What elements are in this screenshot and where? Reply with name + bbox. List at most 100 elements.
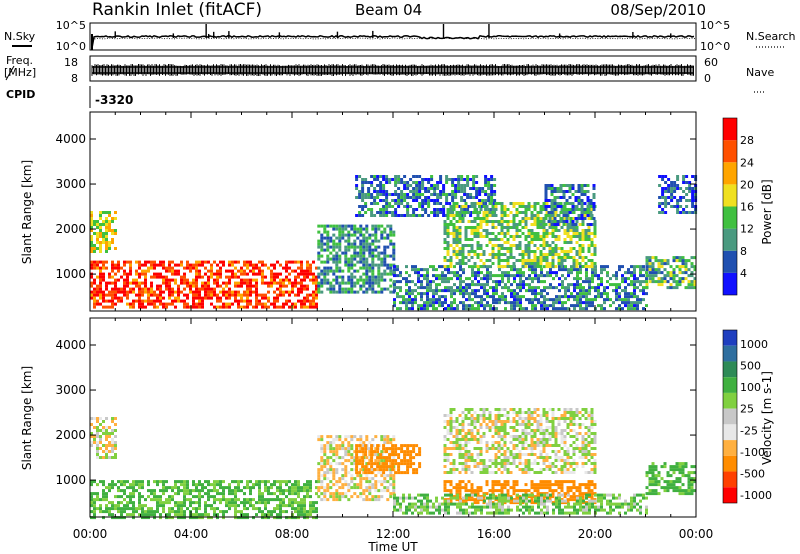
power-colorbar-swatch bbox=[723, 140, 737, 163]
power-cell bbox=[536, 223, 540, 226]
power-cell bbox=[621, 280, 624, 284]
power-cell bbox=[553, 199, 557, 202]
power-cell bbox=[438, 283, 441, 287]
power-cell bbox=[338, 281, 342, 285]
velocity-cell bbox=[362, 498, 366, 502]
velocity-cell bbox=[120, 513, 123, 517]
power-cell bbox=[561, 280, 564, 284]
power-cell bbox=[393, 268, 396, 272]
power-cell bbox=[521, 250, 525, 253]
power-cell bbox=[594, 298, 597, 302]
power-cell bbox=[320, 254, 324, 258]
velocity-cell bbox=[180, 483, 183, 487]
power-cell bbox=[186, 293, 189, 297]
power-cell bbox=[320, 269, 324, 273]
velocity-cell bbox=[320, 465, 324, 469]
power-cell bbox=[600, 265, 603, 269]
power-cell bbox=[374, 281, 378, 285]
power-cell bbox=[548, 265, 552, 268]
power-cell bbox=[636, 286, 639, 290]
velocity-cell bbox=[306, 492, 309, 496]
power-cell bbox=[547, 184, 551, 187]
nsky-tick-bottom: 10^0 bbox=[56, 40, 86, 53]
power-cell bbox=[489, 265, 492, 269]
power-cell bbox=[168, 302, 171, 306]
velocity-cell bbox=[225, 504, 228, 508]
power-cell bbox=[228, 278, 231, 282]
power-cell bbox=[120, 296, 123, 300]
velocity-cell bbox=[264, 483, 267, 487]
power-cell bbox=[600, 271, 603, 275]
velocity-cell bbox=[147, 480, 150, 484]
power-cell bbox=[539, 238, 543, 241]
power-cell bbox=[504, 286, 507, 290]
power-cell bbox=[361, 199, 365, 202]
velocity-cell bbox=[228, 507, 231, 511]
power-cell bbox=[555, 274, 558, 278]
velocity-cell bbox=[303, 516, 306, 520]
power-cell bbox=[96, 263, 99, 267]
power-cell bbox=[569, 250, 573, 253]
power-cell bbox=[477, 274, 480, 278]
power-cell bbox=[630, 301, 633, 305]
power-cell bbox=[542, 217, 546, 220]
velocity-cell bbox=[329, 435, 333, 439]
power-cell bbox=[108, 272, 111, 276]
power-cell bbox=[347, 257, 351, 261]
power-cell bbox=[99, 217, 102, 220]
power-cell bbox=[376, 202, 380, 205]
power-cell bbox=[533, 235, 537, 238]
velocity-cell bbox=[329, 444, 333, 448]
power-cell bbox=[386, 254, 390, 258]
velocity-cell bbox=[183, 501, 186, 505]
power-cell bbox=[559, 211, 563, 214]
velocity-cell bbox=[353, 483, 357, 487]
power-cell bbox=[554, 235, 558, 238]
power-cell bbox=[537, 280, 540, 284]
velocity-cell bbox=[111, 516, 114, 520]
power-cell bbox=[412, 190, 416, 193]
velocity-cell bbox=[362, 492, 366, 496]
velocity-cell bbox=[186, 498, 189, 502]
power-cell bbox=[418, 187, 422, 190]
power-cell bbox=[566, 232, 570, 235]
power-cell bbox=[255, 290, 258, 294]
power-cell bbox=[231, 269, 234, 273]
power-cell bbox=[258, 293, 261, 297]
power-cell bbox=[361, 178, 365, 181]
power-cell bbox=[482, 229, 486, 232]
power-cell bbox=[335, 278, 339, 282]
power-cell bbox=[490, 202, 494, 205]
power-cell bbox=[382, 190, 386, 193]
power-cell bbox=[524, 208, 528, 211]
power-cell bbox=[465, 289, 468, 293]
power-cell bbox=[501, 295, 504, 299]
power-cell bbox=[219, 305, 222, 309]
power-cell bbox=[547, 211, 551, 214]
velocity-cell bbox=[252, 483, 255, 487]
velocity-cell bbox=[374, 480, 378, 484]
velocity-cell bbox=[132, 483, 135, 487]
power-cell bbox=[365, 245, 369, 249]
power-cell bbox=[189, 284, 192, 288]
velocity-cell bbox=[362, 468, 366, 472]
power-cell bbox=[207, 281, 210, 285]
velocity-cell bbox=[111, 441, 114, 444]
power-cell bbox=[556, 220, 560, 223]
power-cell bbox=[485, 229, 489, 232]
power-cell bbox=[273, 302, 276, 306]
power-cell bbox=[506, 220, 510, 223]
velocity-cell bbox=[129, 501, 132, 505]
velocity-cell bbox=[108, 444, 111, 447]
power-cell bbox=[531, 280, 534, 284]
power-cell bbox=[403, 205, 407, 208]
velocity-cell bbox=[93, 504, 96, 508]
power-cell bbox=[270, 269, 273, 273]
power-cell bbox=[456, 307, 459, 311]
power-cell bbox=[96, 260, 99, 264]
velocity-cell bbox=[228, 486, 231, 490]
velocity-cell bbox=[270, 510, 273, 514]
power-cell bbox=[246, 290, 249, 294]
power-cell bbox=[388, 205, 392, 208]
power-cell bbox=[341, 236, 345, 240]
